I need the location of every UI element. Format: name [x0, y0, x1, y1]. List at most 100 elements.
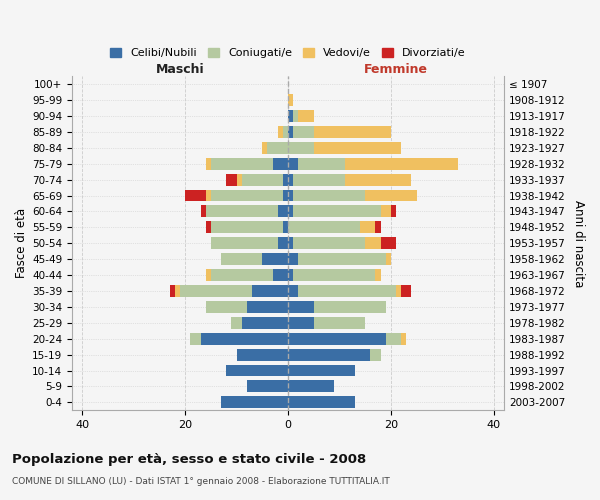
- Bar: [206, 158, 211, 170]
- Y-axis label: Fasce di età: Fasce di età: [15, 208, 28, 278]
- Bar: [206, 269, 211, 281]
- Bar: [288, 142, 314, 154]
- Bar: [376, 269, 380, 281]
- Text: Femmine: Femmine: [364, 63, 428, 76]
- Bar: [283, 174, 288, 186]
- Bar: [226, 364, 288, 376]
- Bar: [401, 285, 412, 297]
- Bar: [298, 285, 396, 297]
- Bar: [386, 253, 391, 265]
- Bar: [344, 158, 458, 170]
- Bar: [262, 142, 268, 154]
- Bar: [272, 158, 288, 170]
- Bar: [288, 269, 293, 281]
- Bar: [206, 301, 247, 313]
- Bar: [314, 317, 365, 329]
- Bar: [314, 142, 401, 154]
- Bar: [386, 332, 401, 344]
- Bar: [298, 253, 386, 265]
- Bar: [211, 269, 272, 281]
- Bar: [298, 158, 344, 170]
- Bar: [365, 190, 416, 202]
- Bar: [288, 348, 370, 360]
- Bar: [283, 190, 288, 202]
- Bar: [221, 253, 262, 265]
- Bar: [314, 301, 386, 313]
- Bar: [288, 206, 293, 218]
- Bar: [278, 206, 288, 218]
- Bar: [380, 206, 391, 218]
- Bar: [190, 332, 200, 344]
- Bar: [391, 206, 396, 218]
- Bar: [288, 126, 293, 138]
- Bar: [185, 190, 206, 202]
- Bar: [314, 126, 391, 138]
- Bar: [288, 285, 298, 297]
- Bar: [247, 380, 288, 392]
- Bar: [288, 238, 293, 249]
- Bar: [211, 158, 272, 170]
- Bar: [262, 253, 288, 265]
- Text: COMUNE DI SILLANO (LU) - Dati ISTAT 1° gennaio 2008 - Elaborazione TUTTITALIA.IT: COMUNE DI SILLANO (LU) - Dati ISTAT 1° g…: [12, 478, 390, 486]
- Bar: [283, 222, 288, 234]
- Bar: [360, 222, 376, 234]
- Bar: [288, 110, 293, 122]
- Bar: [288, 301, 314, 313]
- Bar: [206, 206, 278, 218]
- Bar: [293, 110, 298, 122]
- Legend: Celibi/Nubili, Coniugati/e, Vedovi/e, Divorziati/e: Celibi/Nubili, Coniugati/e, Vedovi/e, Di…: [106, 44, 470, 62]
- Bar: [401, 332, 406, 344]
- Bar: [226, 174, 236, 186]
- Text: Popolazione per età, sesso e stato civile - 2008: Popolazione per età, sesso e stato civil…: [12, 452, 366, 466]
- Bar: [288, 190, 293, 202]
- Bar: [288, 380, 334, 392]
- Bar: [288, 396, 355, 408]
- Bar: [268, 142, 288, 154]
- Bar: [211, 222, 283, 234]
- Bar: [211, 238, 278, 249]
- Bar: [293, 126, 314, 138]
- Bar: [293, 174, 344, 186]
- Bar: [396, 285, 401, 297]
- Bar: [283, 126, 288, 138]
- Bar: [278, 238, 288, 249]
- Bar: [206, 222, 211, 234]
- Bar: [175, 285, 180, 297]
- Bar: [380, 238, 396, 249]
- Y-axis label: Anni di nascita: Anni di nascita: [572, 200, 585, 287]
- Bar: [288, 174, 293, 186]
- Bar: [293, 190, 365, 202]
- Bar: [252, 285, 288, 297]
- Bar: [370, 348, 380, 360]
- Bar: [221, 396, 288, 408]
- Bar: [232, 317, 242, 329]
- Bar: [288, 94, 293, 106]
- Bar: [242, 174, 283, 186]
- Bar: [293, 238, 365, 249]
- Bar: [211, 190, 283, 202]
- Bar: [365, 238, 380, 249]
- Bar: [278, 126, 283, 138]
- Bar: [247, 301, 288, 313]
- Bar: [293, 269, 376, 281]
- Bar: [344, 174, 412, 186]
- Text: Maschi: Maschi: [156, 63, 205, 76]
- Bar: [206, 190, 211, 202]
- Bar: [170, 285, 175, 297]
- Bar: [272, 269, 288, 281]
- Bar: [293, 206, 380, 218]
- Bar: [200, 332, 288, 344]
- Bar: [200, 206, 206, 218]
- Bar: [298, 110, 314, 122]
- Bar: [288, 222, 360, 234]
- Bar: [376, 222, 380, 234]
- Bar: [236, 348, 288, 360]
- Bar: [236, 174, 242, 186]
- Bar: [288, 332, 386, 344]
- Bar: [288, 364, 355, 376]
- Bar: [288, 317, 314, 329]
- Bar: [288, 253, 298, 265]
- Bar: [288, 158, 298, 170]
- Bar: [180, 285, 252, 297]
- Bar: [242, 317, 288, 329]
